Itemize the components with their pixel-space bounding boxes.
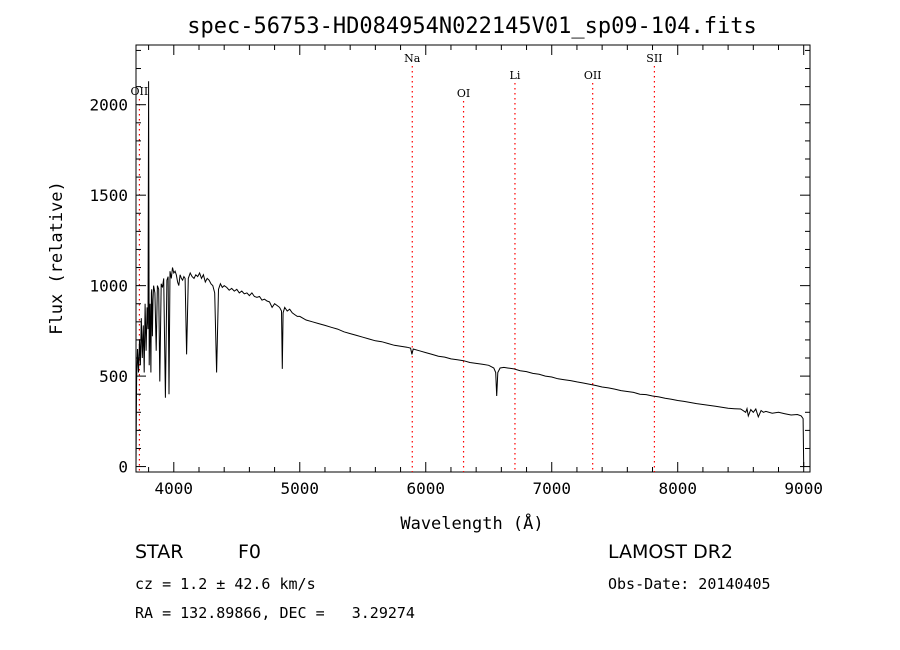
x-tick-label: 9000 [784,479,823,498]
x-tick-label: 6000 [406,479,445,498]
marker-label: Li [510,69,521,82]
coordinates: RA = 132.89866, DEC = 3.29274 [135,604,415,622]
y-tick-label: 1000 [89,277,128,296]
x-axis-label: Wavelength (Å) [400,512,543,534]
y-axis-ticks: 0 500 1000 1500 2000 [89,49,810,477]
redshift-info: cz = 1.2 ± 42.6 km/s [135,575,316,593]
emission-line-markers: OII Na OI Li OII SII [131,52,663,472]
chart-title: spec-56753-HD084954N022145V01_sp09-104.f… [187,14,757,39]
y-axis-label: Flux (relative) [47,181,67,335]
x-tick-label: 4000 [155,479,194,498]
marker-label: OII [584,69,602,82]
y-tick-label: 0 [118,458,128,477]
x-axis-ticks: 4000 5000 6000 7000 8000 9000 [148,45,823,498]
spectrum-chart: spec-56753-HD084954N022145V01_sp09-104.f… [47,14,823,534]
marker-label: OII [131,85,149,98]
spectrum-line [135,81,805,467]
x-tick-label: 7000 [532,479,571,498]
marker-label: OI [457,87,470,100]
survey-name: LAMOST DR2 [608,541,733,563]
object-subclass: F0 [238,541,262,563]
plot-frame [135,44,811,473]
marker-label: SII [646,52,662,65]
x-tick-label: 8000 [658,479,697,498]
object-class: STAR [135,541,184,563]
observation-date: Obs-Date: 20140405 [608,575,771,593]
x-tick-label: 5000 [281,479,320,498]
y-tick-label: 500 [99,367,128,386]
marker-label: Na [404,52,421,65]
y-tick-label: 1500 [89,186,128,205]
y-tick-label: 2000 [89,96,128,115]
